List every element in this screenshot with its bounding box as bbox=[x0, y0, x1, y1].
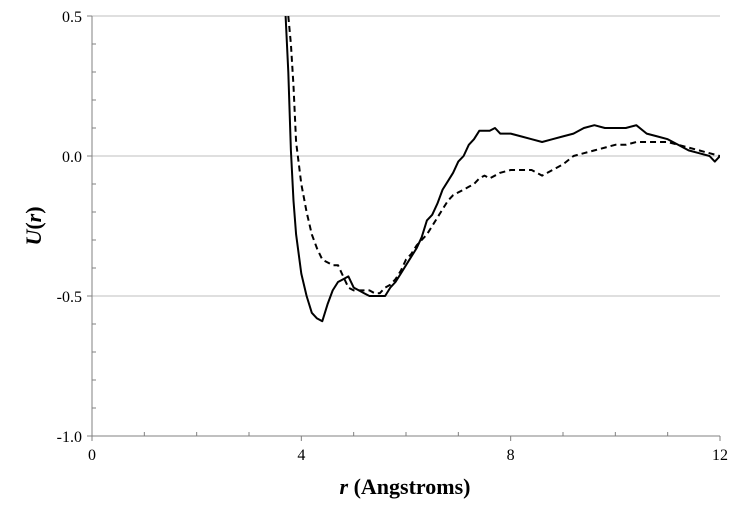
tick-labels: -1.0 -0.5 0.0 0.5 0 4 8 12 bbox=[57, 9, 728, 464]
x-tick-label-2: 8 bbox=[507, 447, 515, 464]
y-axis-title-var: U bbox=[21, 229, 46, 246]
y-tick-label-2: 0.0 bbox=[62, 149, 82, 166]
gridlines bbox=[92, 15, 720, 297]
y-axis-title-open: ( bbox=[21, 222, 46, 229]
y-axis-title-var2: r bbox=[21, 213, 46, 222]
y-tick-label-1: -0.5 bbox=[57, 289, 82, 306]
x-axis-title-var: r bbox=[340, 474, 349, 499]
axes bbox=[87, 15, 721, 441]
x-axis-title: r (Angstroms) bbox=[340, 474, 471, 499]
y-tick-label-3: 0.5 bbox=[62, 9, 82, 26]
series-line-solid bbox=[284, 16, 720, 323]
x-tick-label-0: 0 bbox=[88, 447, 96, 464]
x-tick-label-3: 12 bbox=[712, 447, 728, 464]
x-tick-label-1: 4 bbox=[297, 447, 305, 464]
x-axis-title-rest: (Angstroms) bbox=[348, 474, 470, 499]
y-axis-title: U(r) bbox=[21, 206, 46, 245]
y-axis-title-close: ) bbox=[21, 206, 46, 213]
series-group bbox=[284, 16, 720, 323]
series-line-dashed bbox=[287, 16, 720, 295]
y-tick-label-0: -1.0 bbox=[57, 429, 82, 446]
